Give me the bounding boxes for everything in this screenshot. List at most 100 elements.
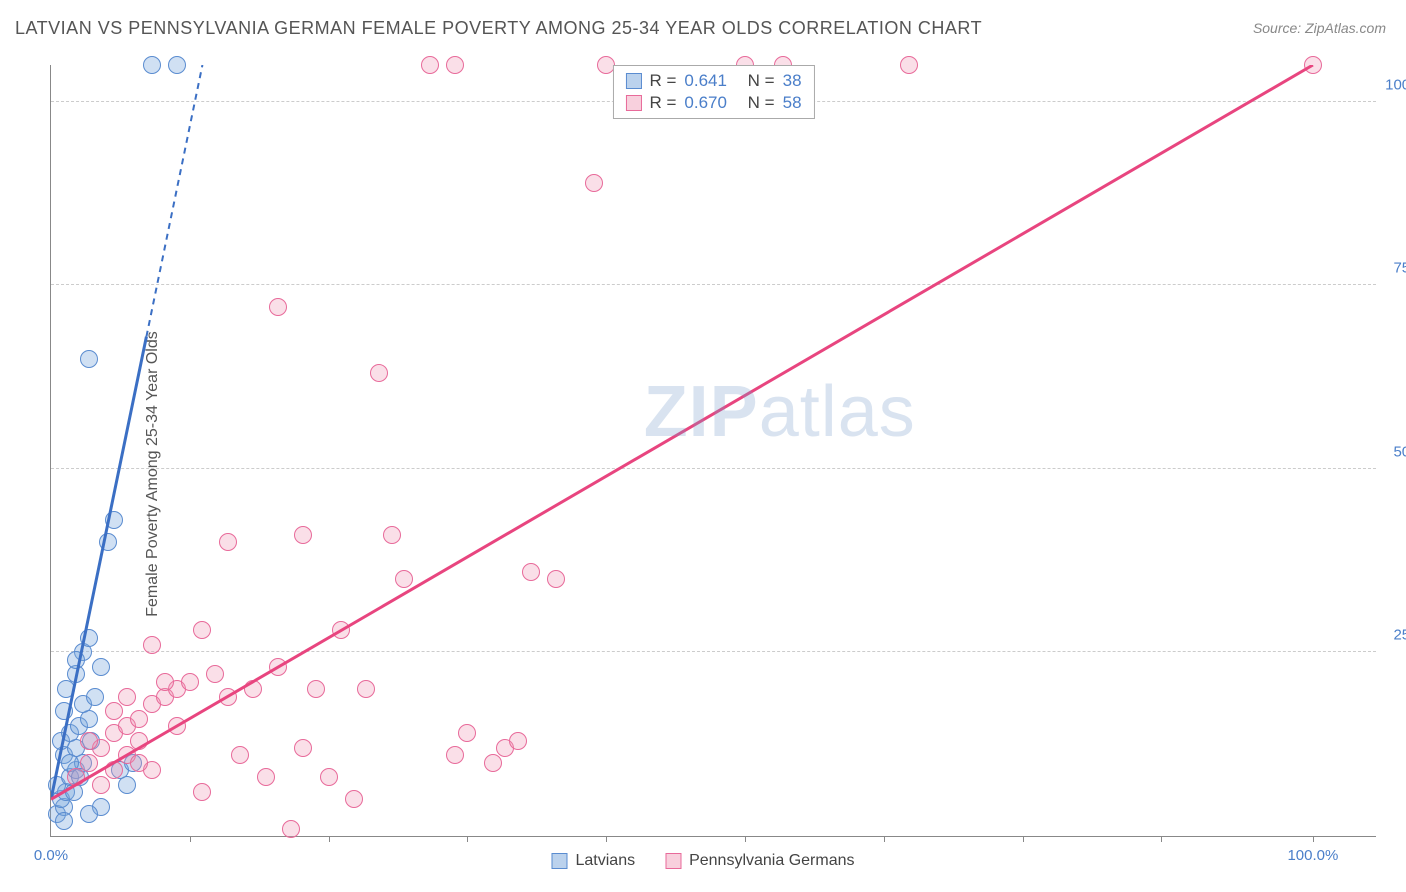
data-point-blue — [55, 702, 73, 720]
data-point-pink — [345, 790, 363, 808]
data-point-pink — [105, 702, 123, 720]
data-point-pink — [244, 680, 262, 698]
series-legend: Latvians Pennsylvania Germans — [543, 852, 862, 870]
gridline-horizontal — [51, 284, 1376, 285]
data-point-pink — [332, 621, 350, 639]
x-tick-mark — [329, 836, 330, 842]
x-tick-mark — [745, 836, 746, 842]
data-point-pink — [421, 56, 439, 74]
n-label: N = — [748, 93, 775, 113]
data-point-pink — [143, 636, 161, 654]
data-point-pink — [900, 56, 918, 74]
trend-line-blue-dashed — [146, 65, 202, 337]
legend-item-penn-germans: Pennsylvania Germans — [665, 852, 854, 870]
n-label: N = — [748, 71, 775, 91]
data-point-blue — [67, 651, 85, 669]
data-point-pink — [446, 56, 464, 74]
watermark: ZIPatlas — [644, 371, 916, 453]
swatch-blue-icon — [625, 73, 641, 89]
data-point-pink — [181, 673, 199, 691]
data-point-pink — [484, 754, 502, 772]
data-point-pink — [130, 732, 148, 750]
data-point-pink — [168, 717, 186, 735]
data-point-pink — [105, 761, 123, 779]
data-point-pink — [522, 563, 540, 581]
chart-container: Female Poverty Among 25-34 Year Olds R =… — [0, 55, 1406, 892]
data-point-pink — [269, 658, 287, 676]
data-point-pink — [80, 754, 98, 772]
y-tick-label: 100.0% — [1381, 76, 1406, 93]
swatch-blue-icon — [551, 853, 567, 869]
data-point-pink — [370, 364, 388, 382]
legend-item-latvians: Latvians — [551, 852, 635, 870]
source-attribution: Source: ZipAtlas.com — [1253, 20, 1386, 36]
data-point-blue — [92, 658, 110, 676]
data-point-blue — [55, 812, 73, 830]
gridline-horizontal — [51, 468, 1376, 469]
data-point-pink — [269, 298, 287, 316]
x-tick-mark — [467, 836, 468, 842]
swatch-pink-icon — [665, 853, 681, 869]
data-point-pink — [130, 754, 148, 772]
n-value: 38 — [783, 71, 802, 91]
data-point-pink — [282, 820, 300, 838]
data-point-pink — [156, 673, 174, 691]
data-point-pink — [395, 570, 413, 588]
data-point-pink — [446, 746, 464, 764]
watermark-atlas: atlas — [759, 372, 916, 452]
r-value: 0.641 — [684, 71, 727, 91]
data-point-pink — [206, 665, 224, 683]
data-point-blue — [80, 805, 98, 823]
r-label: R = — [649, 71, 676, 91]
gridline-horizontal — [51, 651, 1376, 652]
legend-label: Latvians — [575, 852, 635, 870]
swatch-pink-icon — [625, 95, 641, 111]
x-tick-label: 100.0% — [1287, 847, 1338, 864]
x-tick-mark — [606, 836, 607, 842]
data-point-pink — [118, 688, 136, 706]
data-point-pink — [357, 680, 375, 698]
data-point-blue — [105, 511, 123, 529]
data-point-pink — [307, 680, 325, 698]
data-point-blue — [168, 56, 186, 74]
data-point-pink — [509, 732, 527, 750]
watermark-zip: ZIP — [644, 372, 759, 452]
plot-area: R = 0.641 N = 38 R = 0.670 N = 58 ZIPatl… — [50, 65, 1376, 837]
y-tick-label: 75.0% — [1381, 260, 1406, 277]
chart-title: LATVIAN VS PENNSYLVANIA GERMAN FEMALE PO… — [15, 18, 982, 39]
data-point-pink — [193, 783, 211, 801]
x-tick-mark — [1023, 836, 1024, 842]
y-tick-label: 50.0% — [1381, 443, 1406, 460]
data-point-blue — [99, 533, 117, 551]
data-point-pink — [547, 570, 565, 588]
data-point-pink — [130, 710, 148, 728]
y-tick-label: 25.0% — [1381, 627, 1406, 644]
x-tick-label: 0.0% — [34, 847, 68, 864]
legend-row-latvians: R = 0.641 N = 38 — [625, 70, 801, 92]
x-tick-mark — [884, 836, 885, 842]
data-point-pink — [320, 768, 338, 786]
data-point-pink — [1304, 56, 1322, 74]
data-point-pink — [383, 526, 401, 544]
data-point-pink — [458, 724, 476, 742]
correlation-legend: R = 0.641 N = 38 R = 0.670 N = 58 — [612, 65, 814, 119]
x-tick-mark — [1313, 836, 1314, 842]
legend-label: Pennsylvania Germans — [689, 852, 854, 870]
x-tick-mark — [190, 836, 191, 842]
data-point-pink — [193, 621, 211, 639]
data-point-blue — [118, 776, 136, 794]
data-point-blue — [80, 350, 98, 368]
data-point-blue — [86, 688, 104, 706]
data-point-pink — [219, 533, 237, 551]
data-point-pink — [219, 688, 237, 706]
data-point-pink — [231, 746, 249, 764]
data-point-blue — [143, 56, 161, 74]
r-label: R = — [649, 93, 676, 113]
trend-lines — [51, 65, 1376, 836]
data-point-pink — [294, 739, 312, 757]
data-point-pink — [257, 768, 275, 786]
trend-line-pink — [51, 65, 1313, 799]
legend-row-penn-germans: R = 0.670 N = 58 — [625, 92, 801, 114]
data-point-pink — [80, 732, 98, 750]
data-point-blue — [80, 629, 98, 647]
